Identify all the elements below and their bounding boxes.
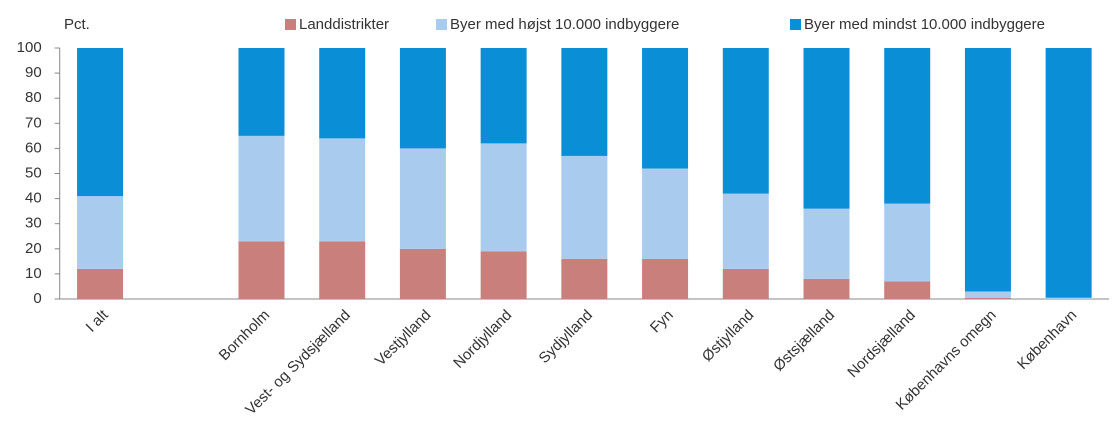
bar-segment (803, 278, 850, 299)
bar-segment (884, 281, 931, 299)
bar-segment (399, 148, 446, 249)
x-tick-label: Nordjylland (450, 307, 515, 372)
x-tick-label: Nordsjælland (844, 307, 919, 382)
bar-segment (77, 196, 124, 269)
x-tick-label: Østsjælland (770, 307, 838, 375)
bar-segment (1045, 48, 1092, 298)
bar-segment (884, 48, 931, 204)
y-axis-label: Pct. (64, 16, 90, 33)
bar-segment (77, 268, 124, 299)
bar-segment (77, 48, 124, 197)
bar-segment (319, 48, 366, 139)
bar-segment (884, 203, 931, 282)
bar-segment (480, 251, 527, 299)
x-tick-label: Fyn (647, 307, 677, 337)
bar-segment (561, 48, 608, 156)
bar-segment (561, 155, 608, 259)
x-tick-label: Sydjylland (536, 307, 596, 367)
bar-segment (480, 143, 527, 252)
x-tick-label: Bornholm (216, 307, 273, 364)
x-tick-label: Østjylland (699, 307, 758, 366)
y-tick-label: 20 (25, 240, 42, 257)
y-tick-label: 40 (25, 190, 42, 207)
bar-segment (722, 48, 769, 194)
bar-segment (319, 241, 366, 299)
legend-label: Landdistrikter (299, 16, 389, 33)
y-tick-label: 100 (17, 39, 42, 56)
bar-segment (642, 258, 689, 299)
y-tick-label: 50 (25, 164, 42, 181)
y-tick-label: 90 (25, 64, 42, 81)
y-tick-label: 60 (25, 139, 42, 156)
bar-segment (803, 208, 850, 279)
y-tick-label: 70 (25, 114, 42, 131)
bar-segment (319, 138, 366, 242)
legend-label: Byer med mindst 10.000 indbyggere (804, 16, 1045, 33)
y-tick-label: 0 (33, 290, 41, 307)
bar-segment (722, 268, 769, 299)
bar-segment (642, 48, 689, 169)
x-tick-label: Vestjylland (372, 307, 435, 370)
bar-segment (238, 48, 285, 136)
bar-segment (399, 48, 446, 149)
bar-segment (642, 168, 689, 259)
x-tick-label: København (1014, 307, 1080, 373)
bar-segment (964, 48, 1011, 292)
bar-segment (803, 48, 850, 209)
bar-segment (238, 135, 285, 242)
bar-segment (964, 297, 1011, 299)
x-tick-label: I alt (83, 306, 113, 336)
bar-segment (480, 48, 527, 144)
y-tick-label: 80 (25, 89, 42, 106)
bar-segment (722, 193, 769, 269)
bar-segment (561, 258, 608, 299)
legend-swatch (790, 19, 801, 30)
y-tick-label: 30 (25, 215, 42, 232)
legend-label: Byer med højst 10.000 indbyggere (450, 16, 679, 33)
legend-swatch (436, 19, 447, 30)
y-tick-label: 10 (25, 265, 42, 282)
bar-segment (1045, 297, 1092, 299)
bar-segment (964, 291, 1011, 298)
bar-segment (399, 248, 446, 299)
bar-segment (238, 241, 285, 299)
legend-swatch (285, 19, 296, 30)
